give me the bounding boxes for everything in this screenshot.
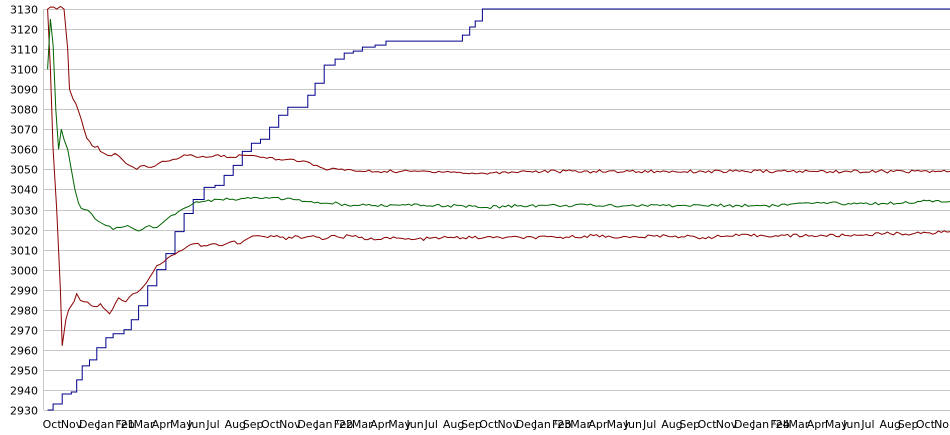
x-tick-label: Feb bbox=[552, 418, 571, 431]
y-tick-label: 2960 bbox=[10, 345, 38, 358]
x-tick-label: Dec bbox=[516, 418, 537, 431]
x-tick-label: Aug bbox=[880, 418, 901, 431]
x-tick-label: May bbox=[170, 418, 193, 431]
y-tick-label: 2930 bbox=[10, 405, 38, 418]
x-tick-label: Jan '21 bbox=[96, 418, 134, 431]
x-tick-label: Jun bbox=[187, 418, 205, 431]
x-tick-label: Oct bbox=[479, 418, 499, 431]
x-tick-label: Nov bbox=[279, 418, 301, 431]
gridlines bbox=[44, 9, 950, 411]
y-tick-label: 3000 bbox=[10, 265, 38, 278]
series-line-2 bbox=[47, 8, 950, 346]
y-tick-label: 3040 bbox=[10, 184, 38, 197]
x-tick-label: Aug bbox=[443, 418, 464, 431]
x-tick-label: Jul bbox=[205, 418, 219, 431]
x-tick-label: Nov bbox=[61, 418, 83, 431]
x-tick-label: Apr bbox=[588, 418, 608, 431]
y-tick-label: 3010 bbox=[10, 245, 38, 258]
chart-axes bbox=[43, 9, 950, 411]
x-tick-label: Jul bbox=[860, 418, 874, 431]
y-tick-label: 2950 bbox=[10, 365, 38, 378]
x-tick-label: Nov bbox=[716, 418, 738, 431]
y-tick-label: 3130 bbox=[10, 4, 38, 17]
x-tick-label: Dec bbox=[297, 418, 318, 431]
x-tick-label: Oct bbox=[698, 418, 718, 431]
x-tick-label: Apr bbox=[807, 418, 827, 431]
y-tick-label: 2980 bbox=[10, 305, 38, 318]
x-tick-label: Mar bbox=[570, 418, 591, 431]
x-tick-label: Sep bbox=[461, 418, 482, 431]
y-axis-tick-labels: 2930 2940 2950 2960 2970 2980 2990 3000 3010 3020… bbox=[10, 4, 38, 418]
y-tick-label: 3110 bbox=[10, 44, 38, 57]
y-tick-label: 3070 bbox=[10, 124, 38, 137]
series-line-3 bbox=[47, 5, 950, 175]
x-tick-label: Mar bbox=[352, 418, 373, 431]
x-tick-label: Feb bbox=[334, 418, 353, 431]
x-tick-label: Apr bbox=[370, 418, 390, 431]
x-tick-label: Jan '23 bbox=[533, 418, 571, 431]
x-tick-label: Oct bbox=[43, 418, 63, 431]
y-tick-label: 2990 bbox=[10, 285, 38, 298]
x-tick-label: Jul bbox=[424, 418, 438, 431]
x-tick-label: Jun bbox=[624, 418, 642, 431]
y-tick-label: 2940 bbox=[10, 385, 38, 398]
x-tick-label: Mar bbox=[134, 418, 155, 431]
x-tick-label: Nov bbox=[497, 418, 519, 431]
x-tick-label: Sep bbox=[679, 418, 700, 431]
y-tick-label: 3090 bbox=[10, 84, 38, 97]
x-tick-label: Jul bbox=[642, 418, 656, 431]
series-line-4 bbox=[47, 18, 950, 232]
x-tick-label: Feb bbox=[115, 418, 134, 431]
series-group bbox=[47, 5, 950, 411]
x-tick-label: Jun bbox=[842, 418, 860, 431]
y-tick-label: 3100 bbox=[10, 64, 38, 77]
x-tick-label: May bbox=[825, 418, 848, 431]
x-tick-label: Dec bbox=[79, 418, 100, 431]
x-tick-label: Jan '22 bbox=[315, 418, 353, 431]
x-tick-label: May bbox=[607, 418, 630, 431]
y-tick-label: 3080 bbox=[10, 104, 38, 117]
series-line-1 bbox=[47, 8, 950, 411]
x-tick-label: Oct bbox=[261, 418, 281, 431]
x-tick-label: Jun bbox=[405, 418, 423, 431]
y-tick-label: 3050 bbox=[10, 164, 38, 177]
x-tick-label: Feb bbox=[770, 418, 789, 431]
x-tick-label: No bbox=[934, 418, 949, 431]
x-tick-label: Jan '24 bbox=[751, 418, 789, 431]
x-tick-label: Aug bbox=[225, 418, 246, 431]
y-tick-label: 3120 bbox=[10, 24, 38, 37]
x-tick-label: Sep bbox=[243, 418, 264, 431]
x-tick-label: Apr bbox=[152, 418, 172, 431]
x-tick-label: Aug bbox=[661, 418, 682, 431]
y-tick-label: 3060 bbox=[10, 144, 38, 157]
x-tick-label: Oct bbox=[916, 418, 936, 431]
y-tick-label: 3020 bbox=[10, 225, 38, 238]
x-tick-label: May bbox=[388, 418, 411, 431]
x-tick-label: Dec bbox=[734, 418, 755, 431]
y-tick-label: 3030 bbox=[10, 205, 38, 218]
y-tick-label: 2970 bbox=[10, 325, 38, 338]
x-tick-label: Sep bbox=[898, 418, 919, 431]
x-tick-label: Mar bbox=[789, 418, 810, 431]
